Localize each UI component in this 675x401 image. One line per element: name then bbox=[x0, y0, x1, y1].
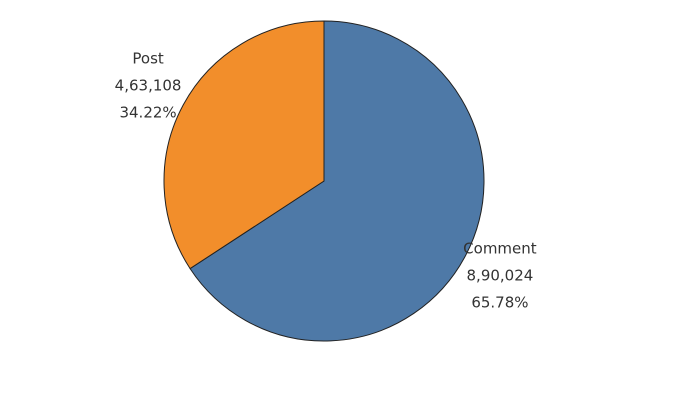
slice-label: 65.78% bbox=[471, 294, 528, 312]
pie-slice bbox=[189, 20, 485, 342]
slice-label: Comment bbox=[463, 240, 537, 258]
slice-label: 8,90,024 bbox=[467, 267, 534, 285]
slice-label: 4,63,108 bbox=[115, 76, 182, 94]
pie-slice bbox=[163, 20, 325, 270]
slice-label: Post bbox=[132, 49, 164, 67]
slice-label: 34.22% bbox=[119, 103, 176, 121]
